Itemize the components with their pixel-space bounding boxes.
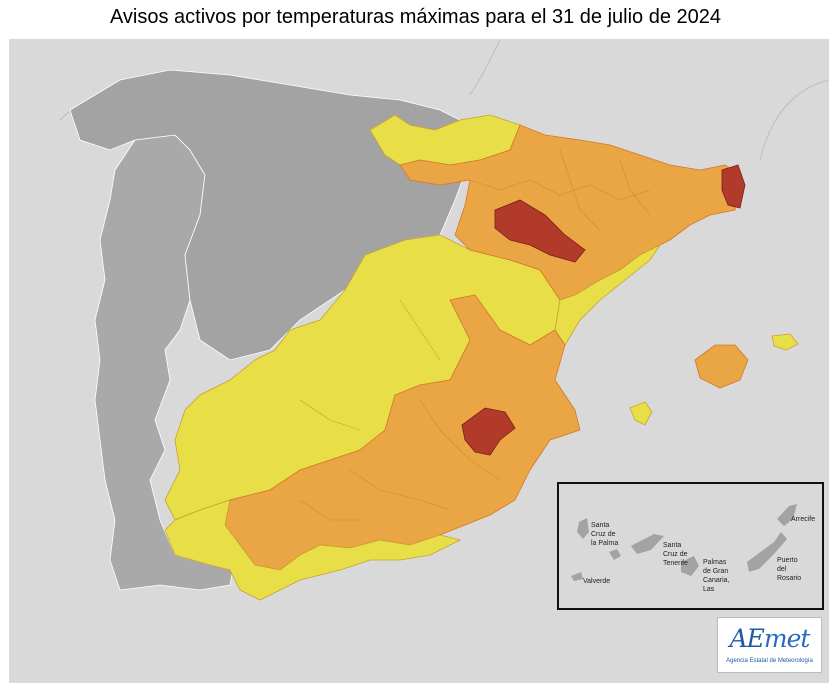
el-hierro-island — [571, 572, 583, 581]
label-arrecife: Arrecife — [791, 516, 816, 523]
map-title: Avisos activos por temperaturas máximas … — [109, 6, 722, 28]
fuerteventura-island — [747, 532, 787, 572]
label-santa-cruz-palma: Santa Cruz de la Palma — [591, 522, 619, 547]
red-warning-albacete — [461, 407, 516, 456]
menorca-island — [771, 333, 799, 351]
aemet-logo: AEmet Agencia Estatal de Meteorología — [717, 617, 822, 673]
label-santa-cruz-tenerife: Santa Cruz de Tenerife — [663, 542, 688, 567]
tenerife-island — [631, 534, 664, 554]
gran-canaria-island — [681, 556, 699, 576]
ibiza-island — [629, 401, 653, 426]
label-palmas: Palmas de Gran Canaria, Las — [703, 559, 730, 593]
la-palma-island — [577, 518, 589, 539]
canary-islands-map — [571, 504, 797, 581]
label-puerto-rosario: Puerto del Rosario — [777, 557, 802, 582]
orange-northeast-zone — [399, 124, 741, 301]
label-valverde: Valverde — [583, 578, 611, 585]
lanzarote-island — [777, 504, 797, 526]
red-warning-girona — [721, 164, 746, 209]
aemet-subtitle: Agencia Estatal de Meteorología — [726, 658, 813, 664]
peninsula-map — [59, 39, 829, 601]
aemet-wordmark: AEmet — [729, 624, 811, 653]
yellow-south-coast — [164, 499, 462, 601]
map-area: Santa Cruz de la Palma Santa Cruz de Ten… — [9, 39, 829, 683]
la-gomera-island — [609, 549, 621, 560]
canary-islands-inset: Santa Cruz de la Palma Santa Cruz de Ten… — [557, 482, 824, 610]
mallorca-island — [694, 344, 749, 389]
red-warning-ebro — [494, 199, 586, 263]
